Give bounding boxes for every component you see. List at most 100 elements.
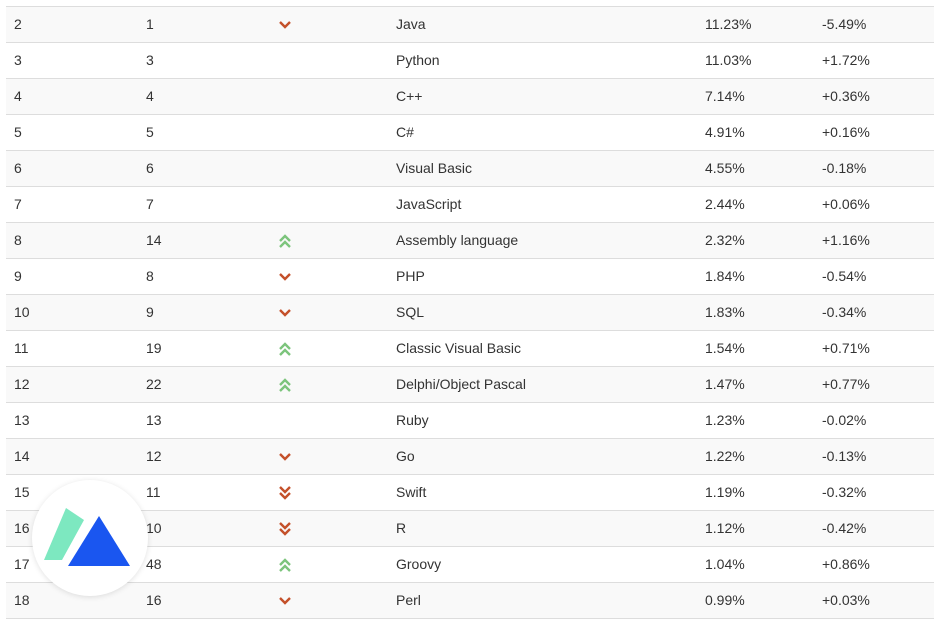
- change: +0.03%: [822, 592, 870, 608]
- table-row: 8 14 Assembly language 2.32% +1.16%: [6, 222, 934, 258]
- table-row: 4 4 C++ 7.14% +0.36%: [6, 78, 934, 114]
- change: -5.49%: [822, 16, 867, 32]
- change: +0.86%: [822, 556, 870, 572]
- rating: 2.32%: [705, 232, 745, 248]
- language: JavaScript: [396, 196, 462, 212]
- rating: 2.44%: [705, 196, 745, 212]
- rating: 1.54%: [705, 340, 745, 356]
- table-row: 17 48 Groovy 1.04% +0.86%: [6, 546, 934, 582]
- rank-current: 8: [14, 232, 22, 248]
- language: Perl: [396, 592, 421, 608]
- logo-icon: [44, 508, 130, 566]
- language: SQL: [396, 304, 425, 320]
- change: -0.18%: [822, 160, 867, 176]
- rating: 1.23%: [705, 412, 745, 428]
- table-row: 7 7 JavaScript 2.44% +0.06%: [6, 186, 934, 222]
- table-row: 3 3 Python 11.03% +1.72%: [6, 42, 934, 78]
- change: -0.32%: [822, 484, 867, 500]
- trend-icon: [279, 597, 291, 605]
- table-row: 9 8 PHP 1.84% -0.54%: [6, 258, 934, 294]
- rank-current: 2: [14, 16, 22, 32]
- rank-previous: 13: [146, 412, 162, 428]
- change: -0.42%: [822, 520, 867, 536]
- rating: 11.23%: [705, 16, 752, 32]
- trend-icon: [279, 273, 291, 281]
- change: +1.72%: [822, 52, 870, 68]
- rank-current: 11: [14, 340, 29, 356]
- change: -0.02%: [822, 412, 867, 428]
- rating: 4.55%: [705, 160, 745, 176]
- rating: 7.14%: [705, 88, 745, 104]
- rank-current: 18: [14, 592, 30, 608]
- language: Ruby: [396, 412, 429, 428]
- language: C++: [396, 88, 423, 104]
- rank-previous: 10: [146, 520, 162, 536]
- rating: 1.84%: [705, 268, 745, 284]
- trend-icon: [279, 486, 291, 500]
- rank-previous: 12: [146, 448, 162, 464]
- trend-icon: [279, 21, 291, 29]
- rank-previous: 4: [146, 88, 154, 104]
- trend-icon: [279, 309, 291, 317]
- rank-previous: 5: [146, 124, 154, 140]
- change: +1.16%: [822, 232, 870, 248]
- rank-previous: 3: [146, 52, 154, 68]
- rank-current: 15: [14, 484, 30, 500]
- change: -0.34%: [822, 304, 867, 320]
- table-row: 18 16 Perl 0.99% +0.03%: [6, 582, 934, 619]
- table-row: 5 5 C# 4.91% +0.16%: [6, 114, 934, 150]
- rank-previous: 48: [146, 556, 162, 572]
- change: -0.54%: [822, 268, 867, 284]
- rank-previous: 1: [146, 16, 154, 32]
- rank-current: 14: [14, 448, 30, 464]
- rating: 1.12%: [705, 520, 745, 536]
- change: -0.13%: [822, 448, 867, 464]
- rating: 1.04%: [705, 556, 745, 572]
- change: +0.16%: [822, 124, 870, 140]
- language: Visual Basic: [396, 160, 473, 176]
- table-row: 14 12 Go 1.22% -0.13%: [6, 438, 934, 474]
- language: Swift: [396, 484, 427, 500]
- trend-icon: [279, 558, 291, 572]
- rank-previous: 22: [146, 376, 162, 392]
- rating: 1.47%: [705, 376, 745, 392]
- rank-current: 3: [14, 52, 22, 68]
- ranking-table: 2 1 Java 11.23% -5.49% 3 3 Python 11.03% +1.72% 4 4…: [6, 6, 934, 619]
- trend-icon: [279, 522, 291, 536]
- trend-icon: [279, 234, 291, 248]
- rank-previous: 9: [146, 304, 154, 320]
- rank-previous: 16: [146, 592, 162, 608]
- rating: 11.03%: [705, 52, 752, 68]
- rank-previous: 19: [146, 340, 162, 356]
- rating: 1.19%: [705, 484, 745, 500]
- rank-previous: 7: [146, 196, 154, 212]
- rank-current: 6: [14, 160, 22, 176]
- language: Groovy: [396, 556, 442, 572]
- change: +0.77%: [822, 376, 870, 392]
- language: Go: [396, 448, 415, 464]
- rank-current: 13: [14, 412, 30, 428]
- table-row: 11 19 Classic Visual Basic 1.54% +0.71%: [6, 330, 934, 366]
- table-row: 16 10 R 1.12% -0.42%: [6, 510, 934, 546]
- rating: 0.99%: [705, 592, 745, 608]
- trend-icon: [279, 453, 291, 461]
- table-row: 10 9 SQL 1.83% -0.34%: [6, 294, 934, 330]
- rating: 1.83%: [705, 304, 745, 320]
- rank-current: 4: [14, 88, 22, 104]
- language: Assembly language: [396, 232, 519, 248]
- table-row: 2 1 Java 11.23% -5.49%: [6, 6, 934, 42]
- language: R: [396, 520, 407, 536]
- table-row: 6 6 Visual Basic 4.55% -0.18%: [6, 150, 934, 186]
- language: Delphi/Object Pascal: [396, 376, 526, 392]
- language: Python: [396, 52, 440, 68]
- rating: 1.22%: [705, 448, 745, 464]
- rank-previous: 8: [146, 268, 154, 284]
- table-row: 12 22 Delphi/Object Pascal 1.47% +0.77%: [6, 366, 934, 402]
- rank-previous: 6: [146, 160, 154, 176]
- trend-icon: [279, 342, 291, 356]
- language: PHP: [396, 268, 425, 284]
- language: Java: [396, 16, 426, 32]
- language: C#: [396, 124, 414, 140]
- change: +0.71%: [822, 340, 870, 356]
